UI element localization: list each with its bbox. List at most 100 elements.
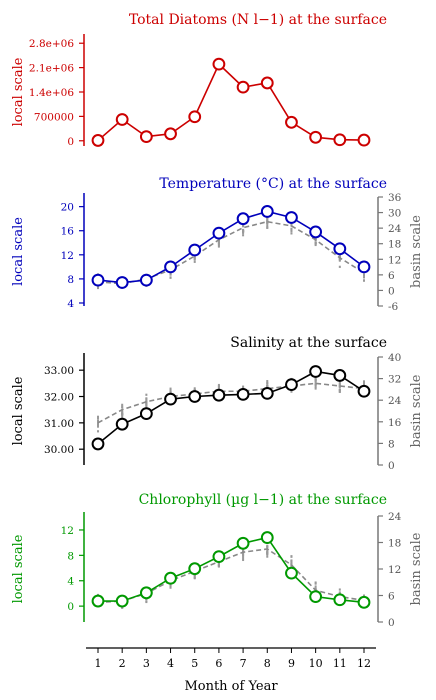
data-point — [164, 392, 177, 406]
left-tick-label: 2.8e+06 — [29, 38, 74, 50]
basin-sample-mark — [338, 390, 341, 393]
left-tick-label: 8 — [67, 550, 74, 562]
basin-sample-mark — [363, 276, 365, 279]
basin-sample-mark — [145, 405, 148, 408]
x-tick-label: 6 — [215, 657, 222, 670]
panel-title: Salinity at the surface — [230, 335, 387, 351]
basin-sample-mark — [242, 551, 245, 555]
left-tick-label: 8 — [67, 274, 74, 286]
right-tick-label: 24 — [388, 395, 402, 407]
basin-mean-line — [97, 382, 365, 424]
basin-sample-mark — [314, 241, 317, 244]
x-tick-label: 12 — [357, 657, 371, 670]
basin-sample-mark — [193, 260, 196, 263]
basin-sample-mark — [217, 239, 220, 243]
basin-sample-mark — [169, 387, 172, 390]
data-point — [357, 595, 371, 609]
basin-sample-mark — [169, 276, 172, 279]
basin-sample-mark — [145, 600, 148, 603]
basin-sample-mark — [338, 385, 341, 388]
basin-sample-mark — [266, 380, 269, 383]
basin-sample-mark — [338, 383, 341, 386]
basin-sample-mark — [169, 272, 172, 275]
right-tick-label: 8 — [388, 438, 395, 450]
basin-sample-mark — [266, 381, 269, 385]
basin-sample-mark — [314, 582, 317, 585]
basin-sample-mark — [145, 402, 148, 406]
basin-sample-mark — [169, 586, 172, 589]
basin-sample-mark — [97, 430, 99, 433]
right-tick-label: 6 — [388, 591, 395, 603]
data-point — [139, 586, 153, 600]
basin-sample-mark — [338, 265, 341, 268]
basin-sample-mark — [266, 555, 269, 558]
basin-sample-mark — [217, 242, 220, 245]
data-point — [91, 437, 105, 451]
data-point — [260, 205, 274, 218]
right-axis-label: basin scale — [409, 374, 424, 447]
basin-sample-mark — [242, 224, 245, 227]
basin-sample-mark — [266, 216, 269, 219]
basin-sample-mark — [266, 384, 269, 387]
basin-sample-mark — [314, 385, 317, 389]
basin-sample-mark — [266, 224, 269, 227]
basin-sample-mark — [314, 242, 317, 246]
basin-sample-mark — [266, 219, 269, 222]
data-point — [115, 276, 129, 289]
right-tick-label: 0 — [388, 460, 395, 472]
data-point — [333, 593, 347, 607]
basin-sample-mark — [97, 286, 99, 289]
data-point — [188, 390, 202, 403]
x-tick-label: 5 — [191, 657, 198, 670]
data-point — [285, 378, 298, 392]
basin-sample-mark — [97, 420, 99, 423]
left-tick-label: 0 — [67, 601, 74, 613]
data-point — [164, 571, 177, 585]
left-tick-label: 12 — [61, 525, 74, 537]
data-point — [164, 260, 177, 274]
basin-sample-mark — [97, 424, 99, 428]
left-axis-label: local scale — [11, 376, 26, 445]
basin-sample-mark — [290, 561, 293, 564]
basin-sample-mark — [338, 591, 341, 594]
basin-sample-mark — [338, 259, 341, 262]
basin-sample-mark — [363, 381, 365, 384]
right-tick-label: 12 — [388, 564, 401, 576]
data-point — [115, 417, 129, 431]
left-tick-label: 20 — [61, 202, 74, 214]
basin-sample-mark — [363, 273, 365, 276]
left-tick-label: 2.1e+06 — [29, 63, 74, 75]
basin-mean-line — [97, 220, 365, 285]
data-point — [357, 384, 371, 398]
data-point — [309, 365, 323, 378]
data-point — [139, 273, 153, 287]
basin-sample-mark — [338, 381, 341, 384]
basin-sample-mark — [193, 576, 196, 579]
left-tick-label: 31.00 — [44, 418, 74, 430]
basin-sample-mark — [217, 245, 220, 248]
data-point — [309, 590, 323, 604]
right-tick-label: -6 — [388, 301, 399, 313]
basin-sample-mark — [363, 382, 365, 386]
basin-sample-mark — [290, 555, 293, 558]
right-tick-label: 40 — [388, 352, 401, 364]
data-point — [188, 243, 202, 257]
basin-sample-mark — [266, 551, 269, 555]
basin-sample-mark — [314, 387, 317, 390]
data-point — [212, 550, 226, 564]
basin-sample-mark — [338, 389, 341, 392]
data-point — [285, 211, 298, 224]
basin-sample-mark — [217, 386, 220, 389]
basin-sample-mark — [217, 383, 220, 387]
panel-3: Salinity at the surface 30.00 31.00 32.00 33… — [11, 335, 424, 472]
data-point — [188, 110, 202, 124]
data-point — [260, 386, 274, 400]
right-tick-label: 24 — [388, 223, 402, 235]
basin-sample-mark — [169, 391, 172, 394]
x-axis-label: Month of Year — [184, 679, 278, 694]
basin-sample-mark — [242, 231, 245, 234]
left-tick-label: 33.00 — [44, 365, 74, 377]
data-point — [285, 566, 298, 580]
basin-sample-mark — [121, 606, 124, 609]
right-tick-label: 16 — [388, 417, 402, 429]
